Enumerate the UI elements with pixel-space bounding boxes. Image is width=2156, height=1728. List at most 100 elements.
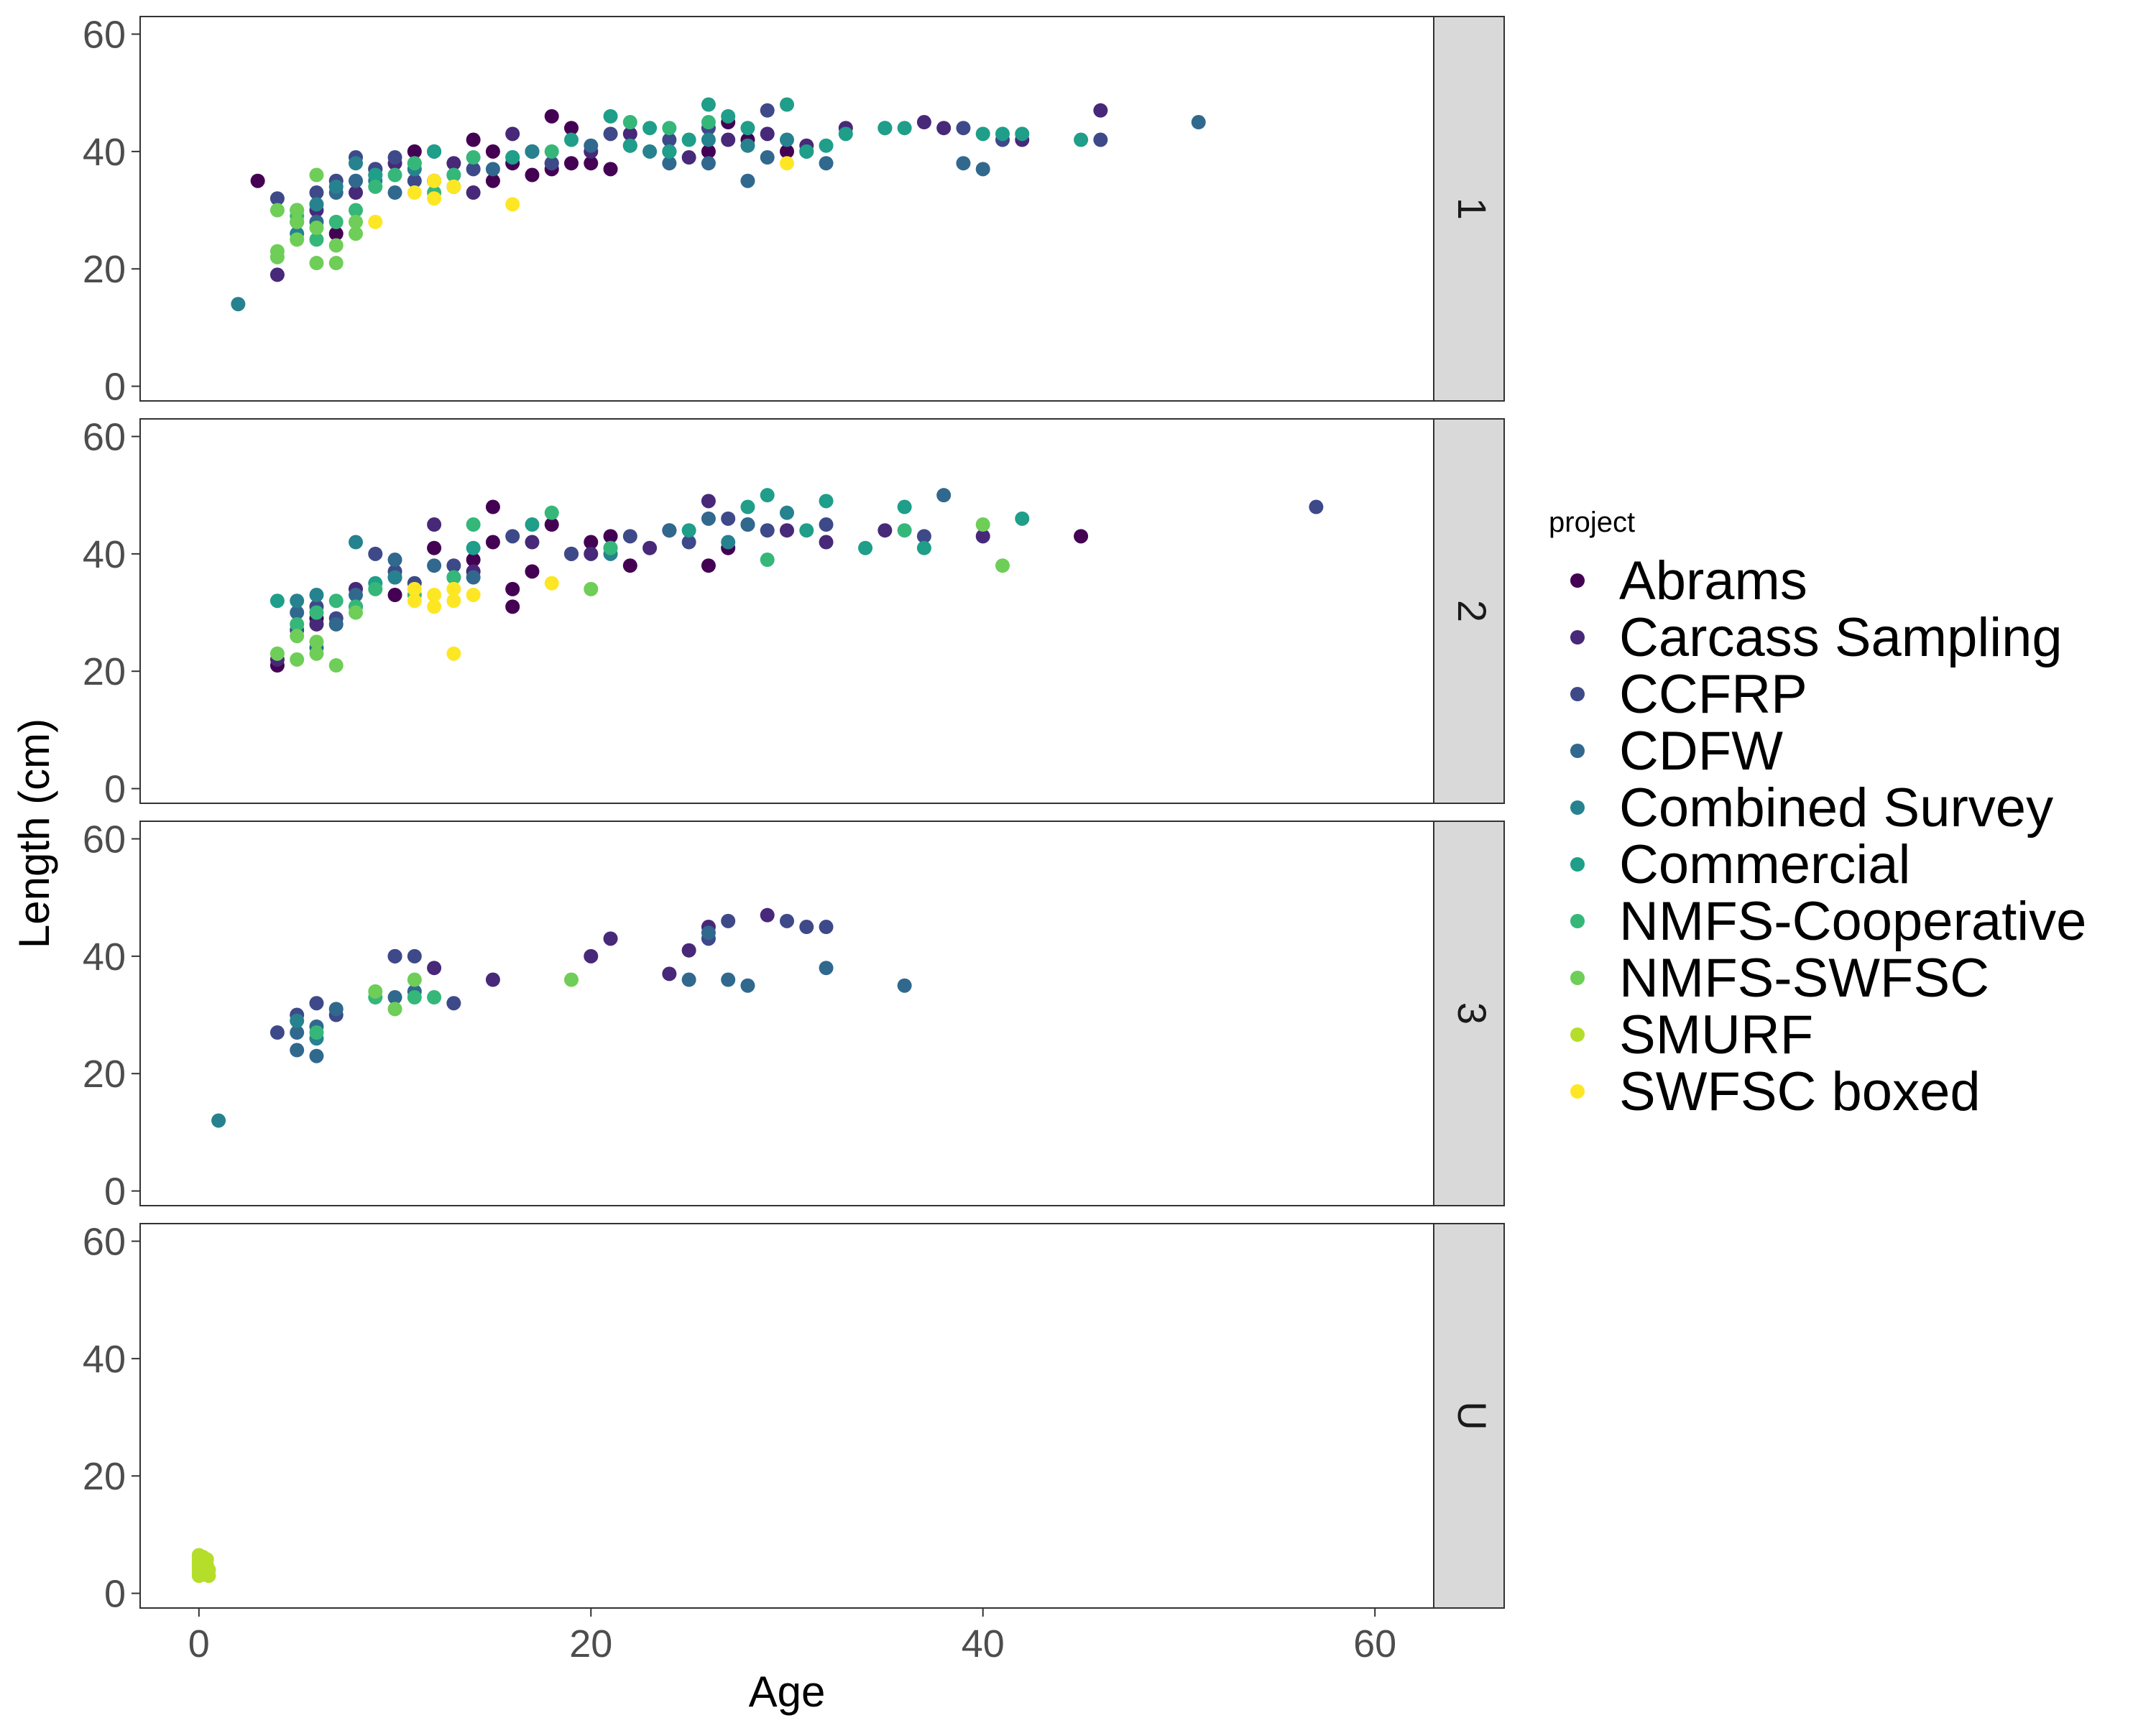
data-point	[309, 221, 324, 236]
data-point	[270, 249, 285, 264]
data-point	[564, 132, 579, 147]
panel-border	[139, 1223, 1434, 1609]
data-point	[740, 173, 755, 188]
legend-label: Commercial	[1619, 834, 1910, 895]
data-point	[760, 103, 775, 118]
data-point	[427, 588, 442, 603]
y-tick-label: 40	[83, 131, 126, 174]
data-point	[270, 203, 285, 218]
data-point	[1015, 126, 1030, 142]
data-point	[780, 144, 794, 159]
data-point	[936, 488, 952, 503]
data-point	[270, 267, 285, 282]
facet-panel-2: 0 20 40 60 2	[83, 416, 1505, 811]
data-point	[603, 540, 618, 555]
data-point	[544, 576, 559, 591]
data-point	[740, 517, 755, 532]
data-point	[681, 972, 696, 987]
legend-entry: Combined Survey	[1570, 777, 2053, 838]
data-point	[328, 256, 344, 271]
data-point	[309, 605, 324, 620]
data-point	[956, 156, 971, 171]
data-point	[819, 535, 834, 550]
data-point	[740, 121, 755, 136]
data-point	[525, 564, 540, 579]
facet-strip-label: 1	[1450, 198, 1495, 220]
data-point	[328, 226, 344, 241]
facet-panel-1: 0 20 40 60 1	[83, 14, 1505, 409]
x-tick-label: 0	[188, 1622, 210, 1665]
data-point	[328, 658, 344, 673]
data-point	[427, 558, 442, 573]
data-point	[290, 652, 305, 667]
y-tick-label: 0	[104, 1170, 126, 1214]
data-point	[995, 558, 1010, 573]
series-nmfs-cooperative	[309, 990, 442, 1040]
data-point	[877, 121, 893, 136]
data-point	[466, 185, 481, 200]
data-point	[662, 132, 677, 147]
data-point	[290, 593, 305, 609]
legend-label: NMFS-Cooperative	[1619, 891, 2086, 952]
data-point	[525, 167, 540, 182]
series-commercial	[368, 97, 1089, 182]
data-point	[290, 1025, 305, 1040]
legend-entry: Abrams	[1570, 550, 1807, 611]
panel-border	[139, 16, 1434, 402]
data-point	[760, 126, 775, 142]
data-point	[1191, 115, 1206, 130]
data-point	[466, 150, 481, 165]
data-point	[211, 1113, 226, 1128]
data-point	[328, 238, 344, 253]
facet-strip-label: U	[1450, 1401, 1495, 1430]
data-point	[622, 529, 637, 544]
data-point	[368, 984, 383, 999]
data-point	[309, 256, 324, 271]
data-point	[877, 523, 893, 538]
data-point	[466, 517, 481, 532]
data-point	[349, 185, 363, 200]
y-tick-label: 20	[83, 248, 126, 291]
data-point	[662, 121, 677, 136]
data-point	[368, 214, 383, 229]
series-nmfs-swfsc	[368, 972, 579, 1017]
data-point	[407, 948, 422, 964]
data-point	[564, 156, 579, 171]
data-point	[681, 132, 696, 147]
panel-border	[139, 821, 1434, 1206]
data-point	[701, 97, 716, 112]
data-point	[701, 144, 716, 159]
data-point	[427, 144, 442, 159]
data-point	[916, 540, 931, 555]
data-point	[407, 581, 422, 596]
facet-strip-label: 2	[1450, 600, 1495, 622]
x-tick-label: 20	[569, 1622, 612, 1665]
data-point	[446, 996, 461, 1011]
data-point	[916, 115, 931, 130]
data-point	[505, 581, 520, 596]
data-point	[721, 108, 736, 124]
data-point	[819, 494, 834, 509]
series-smurf	[191, 1548, 216, 1584]
data-point	[250, 173, 265, 188]
data-point	[721, 511, 736, 526]
data-point	[1309, 499, 1324, 514]
data-point	[721, 132, 736, 147]
data-point	[309, 646, 324, 661]
data-point	[427, 191, 442, 206]
series-swfsc-boxed	[368, 156, 794, 229]
data-point	[349, 156, 363, 171]
data-point	[446, 167, 461, 182]
y-tick-label: 60	[83, 14, 126, 57]
data-point	[328, 593, 344, 609]
data-point	[466, 570, 481, 585]
data-point	[584, 156, 599, 171]
data-point	[544, 156, 559, 171]
data-point	[662, 144, 677, 159]
data-point	[309, 634, 324, 650]
data-point	[564, 546, 579, 561]
data-point	[622, 126, 637, 142]
data-point	[290, 1043, 305, 1058]
data-point	[387, 167, 402, 182]
legend-label: CCFRP	[1619, 664, 1807, 725]
